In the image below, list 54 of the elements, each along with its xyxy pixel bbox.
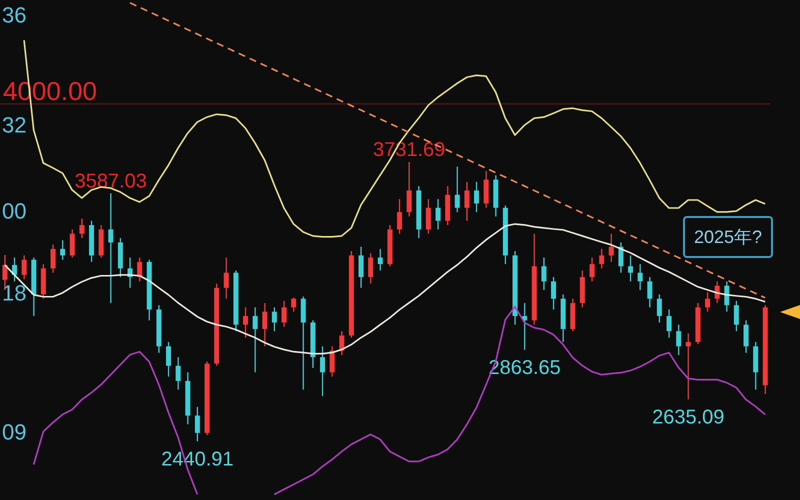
candlestick: [656, 294, 662, 324]
annotation: 3587.03: [74, 170, 147, 192]
candlestick: [590, 256, 595, 282]
annotation: 18: [2, 280, 26, 306]
candlestick: [484, 170, 489, 208]
annotation: 09: [2, 420, 26, 445]
candlestick: [176, 356, 181, 390]
candlestick: [464, 181, 470, 222]
candlestick: [647, 276, 652, 308]
candlestick: [378, 248, 383, 272]
candlestick: [224, 256, 229, 300]
candlestick: [252, 306, 258, 373]
candlestick: [541, 256, 546, 291]
candlestick: [70, 228, 75, 258]
annotation: 2025年?: [683, 216, 774, 258]
candlestick: [628, 254, 634, 282]
candlestick: [291, 297, 296, 312]
candlestick: [330, 346, 335, 378]
candlestick: [638, 263, 643, 291]
candlestick: [108, 192, 114, 304]
candlestick: [436, 198, 441, 230]
candlestick: [676, 324, 682, 356]
candlestick: [272, 306, 277, 332]
candlestick: [705, 292, 710, 312]
candlestick: [166, 341, 172, 378]
candlestick: [22, 254, 27, 280]
candlestick: [551, 276, 556, 310]
candlestick: [300, 296, 306, 390]
candlestick: [243, 306, 248, 338]
candlestick: [724, 280, 730, 312]
candlestick: [474, 181, 480, 213]
candlestick: [320, 346, 326, 397]
annotation: 00: [2, 198, 26, 224]
candlestick: [454, 166, 460, 213]
candlestick: [734, 300, 739, 332]
candlestick: [599, 248, 604, 269]
candlestick: [426, 198, 431, 234]
candlestick: [744, 320, 749, 354]
candlestick: [60, 240, 66, 260]
candlestick: [397, 198, 402, 234]
candlestick: [666, 308, 672, 338]
candlestick: [79, 218, 84, 239]
annotation: 36: [2, 2, 26, 28]
candlestick: [282, 300, 287, 328]
annotation: 32: [2, 112, 26, 138]
candlestick: [608, 233, 614, 263]
candlestick: [194, 406, 200, 442]
annotation: 2635.09: [652, 406, 724, 428]
candlestick: [358, 246, 364, 288]
candlestick: [50, 244, 56, 274]
candlestick: [406, 161, 412, 218]
candlestick: [262, 302, 268, 347]
candlestick: [686, 332, 691, 400]
candlestick: [368, 252, 374, 284]
